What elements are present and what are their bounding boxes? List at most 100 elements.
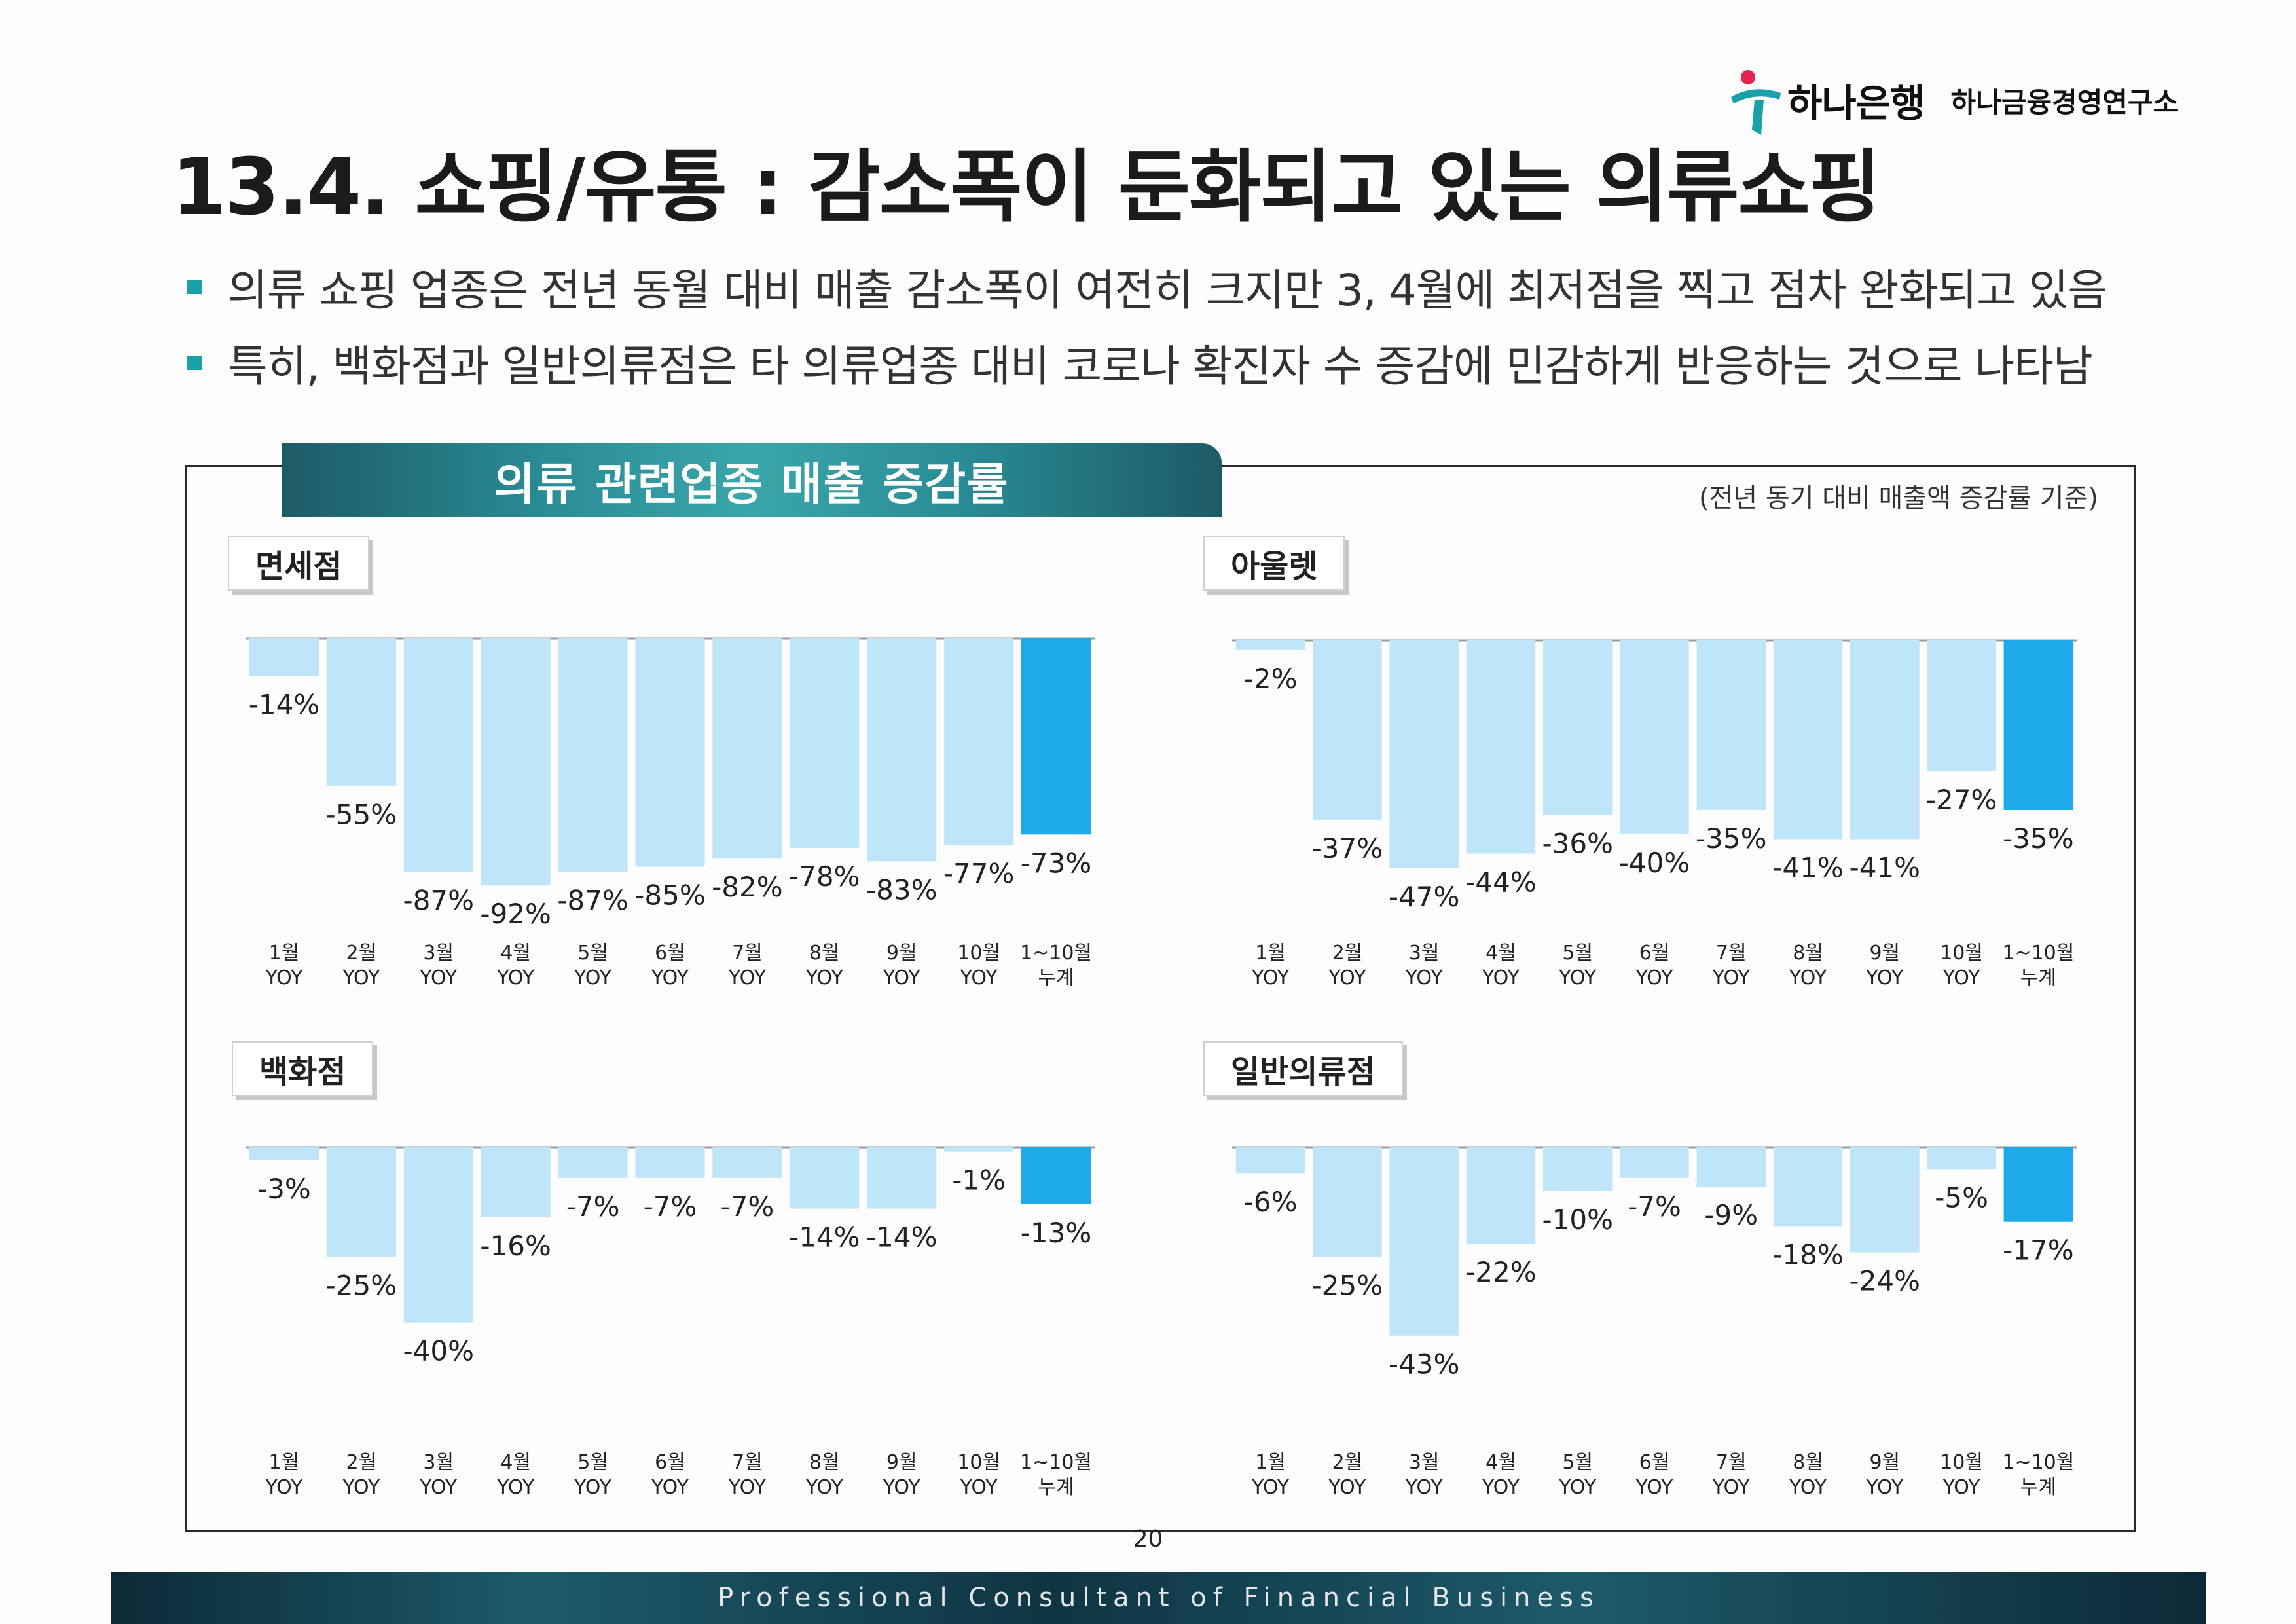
x-tick-label: 1~10월: [1020, 942, 1092, 965]
x-tick-label: 9월: [1869, 1451, 1900, 1474]
x-tick-label: YOY: [1789, 967, 1827, 989]
bar: [635, 638, 705, 867]
data-label: -40%: [1619, 847, 1690, 879]
x-tick-label: 2월: [346, 942, 377, 965]
bar: [403, 1147, 473, 1323]
x-tick-label: YOY: [805, 1476, 844, 1499]
data-label: -87%: [403, 885, 475, 917]
x-tick-label: 5월: [577, 942, 608, 965]
bar: [867, 638, 937, 862]
bar: [1389, 1147, 1459, 1336]
bar: [2003, 640, 2073, 810]
page-title: 13.4. 쇼핑/유통 : 감소폭이 둔화되고 있는 의류쇼핑: [172, 142, 1881, 233]
x-tick-label: 1~10월: [2002, 942, 2074, 965]
x-tick-label: YOY: [496, 1476, 535, 1499]
x-tick-label: 9월: [1869, 942, 1900, 965]
data-label: -24%: [1850, 1265, 1921, 1297]
bar: [249, 638, 319, 676]
x-tick-label: 6월: [1639, 942, 1670, 965]
data-label: -25%: [1312, 1269, 1383, 1301]
data-label: -47%: [1389, 881, 1460, 913]
x-tick-label: 10월: [957, 1451, 1000, 1474]
x-tick-label: YOY: [1865, 1476, 1904, 1499]
x-tick-label: 4월: [1485, 1451, 1516, 1474]
x-tick-label: 6월: [655, 1451, 685, 1474]
x-tick-label: 1월: [1255, 1451, 1286, 1474]
bar: [635, 1147, 705, 1178]
data-label: -18%: [1772, 1238, 1844, 1270]
x-tick-label: YOY: [342, 1476, 380, 1499]
x-tick-label: YOY: [1942, 1476, 1981, 1499]
data-label: -22%: [1465, 1256, 1537, 1288]
x-tick-label: 10월: [1940, 942, 1983, 965]
data-label: -16%: [480, 1230, 551, 1262]
bar: [558, 638, 628, 872]
x-tick-label: YOY: [805, 967, 844, 989]
x-tick-label: 3월: [1409, 1451, 1440, 1474]
figure-banner: 의류 관련업종 매출 증감률: [282, 443, 1222, 517]
data-label: -10%: [1542, 1204, 1613, 1236]
bullet-item: 의류 쇼핑 업종은 전년 동월 대비 매출 감소폭이 여전히 크지만 3, 4월…: [187, 249, 2204, 325]
data-label: -14%: [789, 1221, 860, 1253]
x-tick-label: 9월: [886, 1451, 917, 1474]
x-tick-label: 3월: [423, 942, 454, 965]
bar: [1466, 640, 1536, 854]
data-label: -6%: [1244, 1186, 1298, 1218]
brand: 하나은행 하나금융경영연구소: [1728, 64, 2178, 136]
bar: [1850, 640, 1920, 840]
x-tick-label: YOY: [1865, 967, 1904, 989]
x-tick-label: 3월: [1409, 942, 1440, 965]
x-tick-label: YOY: [1482, 967, 1520, 989]
data-label: -2%: [1244, 663, 1298, 695]
bullet-list: 의류 쇼핑 업종은 전년 동월 대비 매출 감소폭이 여전히 크지만 3, 4월…: [187, 249, 2204, 401]
x-tick-label: YOY: [1328, 967, 1366, 989]
data-label: -41%: [1850, 851, 1921, 883]
footer-banner: Professional Consultant of Financial Bus…: [111, 1572, 2206, 1624]
x-tick-label: 1월: [1255, 942, 1286, 965]
data-label: -1%: [952, 1164, 1006, 1196]
data-label: -43%: [1389, 1348, 1460, 1380]
data-label: -41%: [1772, 851, 1844, 883]
data-label: -17%: [2003, 1234, 2074, 1266]
bar: [944, 1147, 1014, 1152]
bar: [1620, 1147, 1689, 1178]
bar: [1313, 640, 1382, 820]
chart-title-department-store: 백화점: [232, 1041, 374, 1096]
data-label: -7%: [644, 1190, 697, 1223]
data-label: -87%: [557, 885, 629, 917]
data-label: -7%: [721, 1190, 774, 1223]
bar: [481, 638, 551, 886]
chart-title-apparel-store: 일반의류점: [1203, 1041, 1403, 1096]
data-label: -82%: [712, 871, 783, 903]
x-tick-label: 9월: [886, 942, 917, 965]
x-tick-label: 4월: [500, 1451, 531, 1474]
x-tick-label: 1~10월: [1020, 1451, 1092, 1474]
x-tick-label: 5월: [577, 1451, 608, 1474]
x-tick-label: YOY: [883, 1476, 921, 1499]
bar: [790, 638, 860, 848]
data-label: -78%: [789, 860, 860, 893]
x-tick-label: 7월: [732, 1451, 763, 1474]
x-tick-label: YOY: [1942, 967, 1981, 989]
x-tick-label: YOY: [264, 967, 303, 989]
x-tick-label: 누계: [2020, 1476, 2056, 1499]
bar: [944, 638, 1014, 845]
bar: [1466, 1147, 1536, 1244]
data-label: -27%: [1926, 784, 1997, 816]
x-tick-label: 1월: [269, 942, 300, 965]
x-tick-label: YOY: [419, 967, 458, 989]
data-label: -14%: [249, 688, 320, 720]
bullet-item: 특히, 백화점과 일반의류점은 타 의류업종 대비 코로나 확진자 수 증감에 …: [187, 325, 2204, 401]
data-label: -37%: [1312, 832, 1383, 864]
data-label: -35%: [2003, 822, 2074, 855]
bar: [326, 638, 396, 786]
x-tick-label: 10월: [1940, 1451, 1983, 1474]
x-tick-label: YOY: [342, 967, 380, 989]
data-label: -3%: [257, 1173, 311, 1205]
x-tick-label: 누계: [1038, 967, 1074, 989]
x-tick-label: YOY: [1712, 1476, 1751, 1499]
data-label: -85%: [634, 879, 706, 912]
x-tick-label: 7월: [1716, 942, 1747, 965]
bar: [712, 638, 782, 859]
